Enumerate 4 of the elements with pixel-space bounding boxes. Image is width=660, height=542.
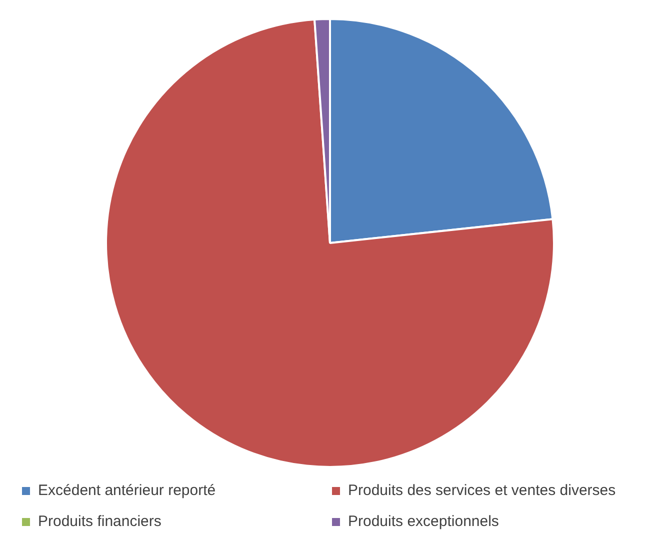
legend-label: Produits exceptionnels <box>348 513 499 530</box>
legend-label: Excédent antérieur reporté <box>38 482 216 499</box>
legend-label: Produits des services et ventes diverses <box>348 482 616 499</box>
legend-label: Produits financiers <box>38 513 162 530</box>
